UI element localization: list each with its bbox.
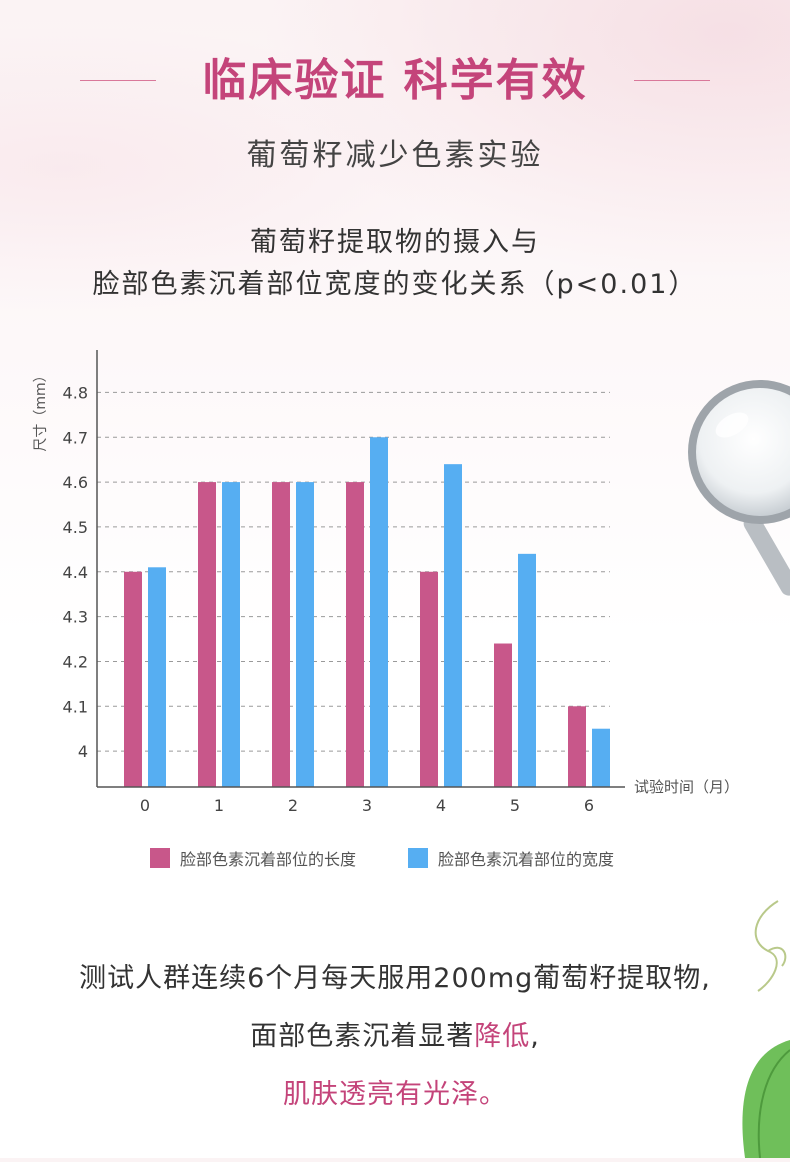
bar-width: [518, 553, 536, 787]
bar-length: [346, 482, 364, 787]
bar-chart: 4 4.1 4.2 4.3 4.4 4.5 4.6 4.7 4.8 0 1 2 3 4 5 6 尺寸（mm）…: [33, 350, 739, 815]
headline-right-rule: [634, 80, 710, 81]
legend-label-length: 脸部色素沉着部位的长度: [180, 850, 357, 869]
leaf-decoration: [735, 1030, 790, 1159]
conclusion-line3: 肌肤透亮有光泽。: [283, 1079, 507, 1110]
bar-width: [370, 437, 388, 787]
x-tick-label: 2: [288, 796, 298, 815]
x-tick-label: 5: [510, 796, 520, 815]
chart-legend: 脸部色素沉着部位的长度 脸部色素沉着部位的宽度: [150, 846, 710, 874]
conclusion-text: 测试人群连续6个月每天服用200mg葡萄籽提取物, 面部色素沉着显著降低, 肌肤…: [0, 950, 790, 1124]
y-tick-label: 4.1: [63, 697, 88, 716]
bar-width: [444, 464, 462, 787]
x-tick-label: 6: [584, 796, 594, 815]
magnifying-glass-icon: [682, 380, 790, 600]
y-axis-label: 尺寸（mm）: [33, 368, 49, 451]
legend-item-width: 脸部色素沉着部位的宽度: [408, 846, 614, 870]
conclusion-line2-suffix: ,: [530, 1021, 540, 1052]
y-tick-label: 4.8: [63, 383, 88, 402]
x-tick-label: 4: [436, 796, 446, 815]
conclusion-line2-prefix: 面部色素沉着显著: [250, 1021, 475, 1052]
bar-length: [272, 482, 290, 787]
x-tick-label: 0: [140, 796, 150, 815]
chart-bars: [124, 437, 610, 787]
conclusion-highlight: 降低: [474, 1021, 531, 1052]
page-title: 临床验证 科学有效: [202, 55, 588, 106]
chart-axes: [96, 350, 625, 788]
chart-title-line2: 脸部色素沉着部位宽度的变化关系（p<0.01）: [92, 269, 698, 300]
bar-width: [592, 728, 610, 787]
legend-label-width: 脸部色素沉着部位的宽度: [438, 850, 615, 869]
headline: 临床验证 科学有效: [0, 50, 790, 114]
bar-length: [420, 571, 438, 787]
x-axis-label: 试验时间（月）: [634, 778, 739, 796]
y-tick-label: 4.5: [63, 518, 88, 537]
bar-width: [296, 482, 314, 787]
chart-title-line1: 葡萄籽提取物的摄入与: [250, 227, 540, 258]
y-tick-label: 4.4: [63, 563, 88, 582]
chart-title: 葡萄籽提取物的摄入与 脸部色素沉着部位宽度的变化关系（p<0.01）: [0, 222, 790, 306]
page-subtitle: 葡萄籽减少色素实验: [246, 138, 544, 173]
conclusion-line1: 测试人群连续6个月每天服用200mg葡萄籽提取物,: [79, 963, 711, 994]
conclusion-line2: 面部色素沉着显著降低,: [0, 1008, 790, 1066]
y-tick-label: 4.6: [63, 473, 88, 492]
bar-width: [148, 567, 166, 787]
x-tick-labels: 0 1 2 3 4 5 6: [140, 796, 594, 815]
legend-swatch-width: [408, 848, 428, 868]
y-tick-label: 4.7: [63, 428, 88, 447]
x-tick-label: 3: [362, 796, 372, 815]
y-tick-label: 4: [78, 742, 88, 761]
legend-item-length: 脸部色素沉着部位的长度: [150, 846, 356, 870]
x-tick-label: 1: [214, 796, 224, 815]
y-tick-label: 4.2: [63, 652, 88, 671]
vine-decoration: [738, 896, 790, 1006]
y-tick-label: 4.3: [63, 608, 88, 627]
bar-width: [222, 482, 240, 787]
headline-left-rule: [80, 80, 156, 81]
bar-length: [198, 482, 216, 787]
legend-swatch-length: [150, 848, 170, 868]
bar-length: [568, 706, 586, 787]
bar-length: [494, 643, 512, 787]
bar-length: [124, 571, 142, 787]
y-tick-labels: 4 4.1 4.2 4.3 4.4 4.5 4.6 4.7 4.8: [63, 383, 88, 761]
